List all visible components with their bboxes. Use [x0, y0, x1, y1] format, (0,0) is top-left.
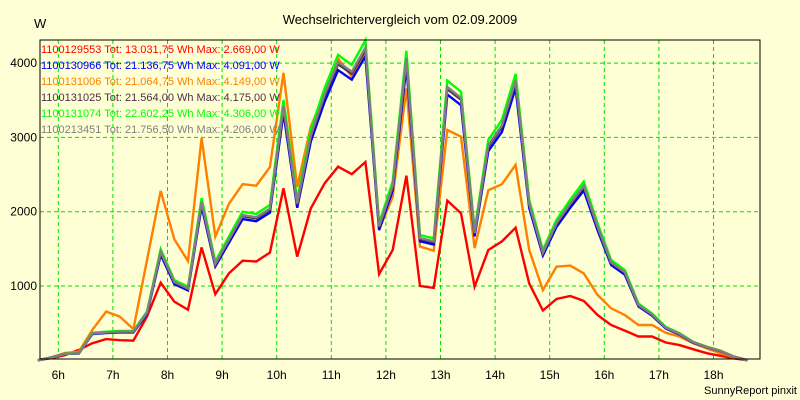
- legend-entry-1100130966: 1100130966 Tot: 21.136,75 Wh Max: 4.091,…: [41, 60, 280, 72]
- x-axis-ticks: 6h 7h 8h 9h 10h 11h 12h 13h 14h 15h 16h 17h 18h: [52, 368, 724, 382]
- y-tick-label: 2000: [10, 205, 37, 219]
- series-line-1100213451: [37, 43, 748, 362]
- legend-entry-1100213451: 1100213451 Tot: 21.756,50 Wh Max: 4.206,…: [41, 124, 280, 136]
- plot-area-frame: [39, 39, 761, 360]
- series-line-1100131074: [37, 36, 748, 362]
- footer-credit: SunnyReport pinxit: [704, 385, 797, 397]
- y-axis-unit-label: W: [34, 16, 47, 31]
- x-tick-label: 14h: [485, 368, 505, 382]
- x-tick-label: 10h: [267, 368, 287, 382]
- x-tick-label: 13h: [430, 368, 450, 382]
- series-lines: [37, 36, 748, 362]
- series-line-1100131006: [37, 47, 748, 362]
- x-tick-label: 12h: [376, 368, 396, 382]
- chart-title: Wechselrichtervergleich vom 02.09.2009: [283, 12, 518, 27]
- x-tick-label: 8h: [161, 368, 174, 382]
- legend-entry-1100131074: 1100131074 Tot: 22.602,25 Wh Max: 4.306,…: [41, 108, 280, 120]
- x-tick-label: 7h: [106, 368, 119, 382]
- x-tick-label: 18h: [703, 368, 723, 382]
- y-tick-label: 4000: [10, 56, 37, 70]
- y-tick-label: 3000: [10, 130, 37, 144]
- x-tick-label: 15h: [540, 368, 560, 382]
- series-line-1100129553: [37, 159, 748, 362]
- legend: 1100129553 Tot: 13.031,75 Wh Max: 2.669,…: [41, 44, 280, 136]
- legend-entry-1100131025: 1100131025 Tot: 21.564,00 Wh Max: 4.175,…: [41, 92, 280, 104]
- y-axis-ticks: 1000 2000 3000 4000: [10, 56, 37, 293]
- y-tick-label: 1000: [10, 279, 37, 293]
- x-tick-label: 17h: [649, 368, 669, 382]
- legend-entry-1100131006: 1100131006 Tot: 21.064,75 Wh Max: 4.149,…: [41, 76, 280, 88]
- legend-entry-1100129553: 1100129553 Tot: 13.031,75 Wh Max: 2.669,…: [41, 44, 280, 56]
- x-tick-label: 11h: [322, 368, 341, 382]
- x-tick-label: 9h: [215, 368, 228, 382]
- x-tick-label: 6h: [52, 368, 65, 382]
- x-tick-label: 16h: [594, 368, 614, 382]
